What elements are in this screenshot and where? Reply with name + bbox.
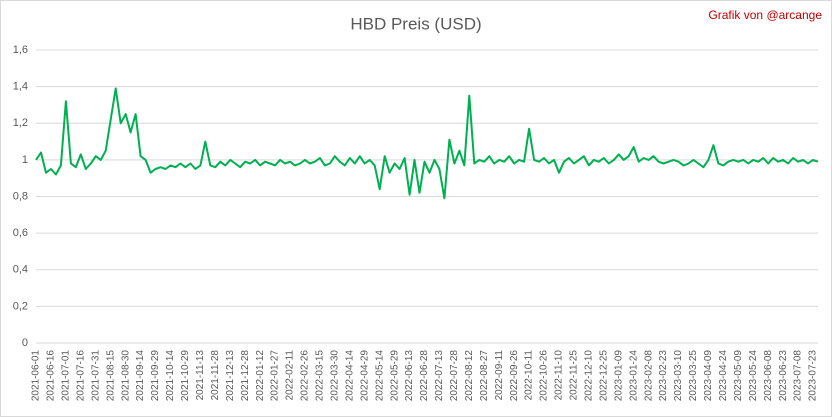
y-tick-label: 0,8 (13, 190, 28, 202)
y-tick-label: 0,2 (13, 300, 28, 312)
x-tick-label: 2023-02-08 (643, 350, 654, 402)
x-tick-label: 2021-06-16 (46, 350, 57, 402)
x-tick-label: 2023-05-24 (748, 350, 759, 402)
x-tick-label: 2022-07-13 (434, 350, 445, 402)
x-tick-label: 2022-12-25 (598, 350, 609, 402)
x-tick-label: 2022-11-10 (554, 350, 565, 401)
x-tick-label: 2022-01-27 (270, 350, 281, 402)
x-tick-label: 2023-06-23 (778, 350, 789, 402)
x-tick-label: 2021-11-28 (210, 350, 221, 401)
x-tick-label: 2021-07-16 (75, 350, 86, 402)
x-tick-label: 2021-07-31 (90, 350, 101, 402)
x-tick-label: 2023-01-09 (613, 350, 624, 402)
x-tick-label: 2022-02-26 (300, 350, 311, 402)
x-tick-label: 2022-01-12 (255, 350, 266, 402)
x-tick-label: 2022-12-10 (584, 350, 595, 402)
y-tick-label: 1 (22, 154, 28, 166)
y-tick-label: 1,4 (13, 81, 28, 93)
x-tick-label: 2022-02-11 (285, 350, 296, 401)
x-tick-label: 2023-03-25 (688, 350, 699, 402)
x-tick-label: 2023-04-24 (718, 350, 729, 402)
x-tick-label: 2023-03-10 (673, 350, 684, 402)
x-tick-label: 2022-09-11 (494, 350, 505, 401)
x-tick-label: 2022-08-12 (464, 350, 475, 402)
x-tick-label: 2021-09-14 (135, 350, 146, 402)
x-tick-label: 2023-05-09 (733, 350, 744, 402)
x-tick-label: 2021-06-01 (31, 350, 42, 402)
x-tick-label: 2021-08-30 (120, 350, 131, 402)
x-tick-label: 2021-10-29 (180, 350, 191, 402)
data-line (35, 87, 819, 200)
x-tick-label: 2023-01-24 (628, 350, 639, 402)
x-tick-label: 2022-10-11 (524, 350, 535, 401)
x-tick-label: 2021-08-15 (105, 350, 116, 402)
x-tick-label: 2022-05-29 (389, 350, 400, 402)
x-tick-label: 2023-07-23 (808, 350, 819, 402)
x-tick-label: 2021-11-13 (195, 350, 206, 401)
x-tick-label: 2023-07-08 (793, 350, 804, 402)
x-tick-label: 2022-06-13 (404, 350, 415, 402)
x-tick-label: 2022-09-26 (509, 350, 520, 402)
x-tick-label: 2022-08-27 (479, 350, 490, 402)
x-tick-label: 2022-07-28 (449, 350, 460, 402)
credit: Grafik von @arcange (708, 8, 822, 22)
x-tick-label: 2022-04-29 (359, 350, 370, 402)
x-tick-label: 2021-12-28 (240, 350, 251, 402)
chart-title: HBD Preis (USD) (350, 14, 481, 33)
x-tick-label: 2022-06-28 (419, 350, 430, 402)
x-tick-label: 2021-10-14 (165, 350, 176, 402)
y-tick-label: 1,6 (13, 44, 28, 56)
x-tick-label: 2022-05-14 (374, 350, 385, 402)
x-tick-label: 2022-03-15 (315, 350, 326, 402)
x-tick-label: 2023-02-23 (658, 350, 669, 402)
y-tick-label: 0,4 (13, 264, 28, 276)
x-tick-label: 2022-10-26 (539, 350, 550, 402)
x-tick-label: 2023-06-08 (763, 350, 774, 402)
y-tick-label: 0,6 (13, 227, 28, 239)
y-tick-label: 1,2 (13, 117, 28, 129)
x-tick-label: 2022-11-25 (569, 350, 580, 401)
x-tick-label: 2021-07-01 (61, 350, 72, 402)
x-tick-label: 2021-09-29 (150, 350, 161, 402)
x-tick-label: 2023-04-09 (703, 350, 714, 402)
x-tick-label: 2022-03-30 (329, 350, 340, 402)
y-tick-label: 0 (22, 337, 28, 349)
x-tick-label: 2021-12-13 (225, 350, 236, 402)
x-tick-label: 2022-04-14 (344, 350, 355, 402)
